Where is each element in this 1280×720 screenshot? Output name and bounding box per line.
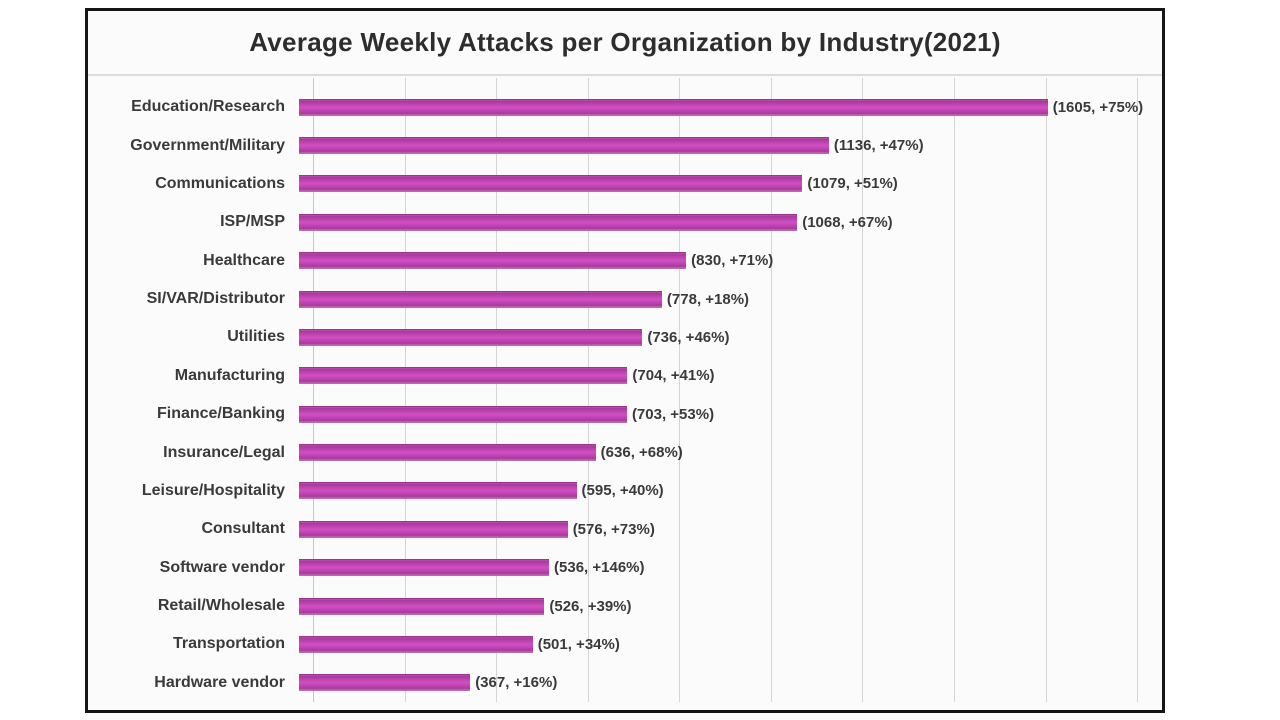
y-axis-line xyxy=(313,78,314,702)
bar-track: (1136, +47%) xyxy=(299,126,1162,164)
bar xyxy=(299,674,471,692)
bar-track: (526, +39%) xyxy=(299,587,1162,625)
bar-track: (703, +53%) xyxy=(299,395,1162,433)
bar xyxy=(299,367,628,385)
bar xyxy=(299,252,687,270)
bar-row: Hardware vendor (367, +16%) xyxy=(88,664,1162,702)
bar xyxy=(299,597,545,615)
bar xyxy=(299,213,798,231)
value-label: (576, +73%) xyxy=(572,520,655,538)
bar-row: Finance/Banking (703, +53%) xyxy=(88,395,1162,433)
bar-row: Transportation (501, +34%) xyxy=(88,625,1162,663)
bar-track: (367, +16%) xyxy=(299,664,1162,702)
bar-row: Education/Research (1605, +75%) xyxy=(88,88,1162,126)
bar-track: (778, +18%) xyxy=(299,280,1162,318)
bar-row: Utilities (736, +46%) xyxy=(88,318,1162,356)
value-label: (704, +41%) xyxy=(632,367,715,385)
bar-row: Software vendor (536, +146%) xyxy=(88,549,1162,587)
bar xyxy=(299,635,533,653)
gridline xyxy=(953,78,955,702)
value-label: (367, +16%) xyxy=(475,674,558,692)
category-label: Insurance/Legal xyxy=(163,443,285,461)
chart-container: Average Weekly Attacks per Organization … xyxy=(85,8,1165,713)
bar xyxy=(299,559,550,577)
value-label: (1136, +47%) xyxy=(833,137,924,155)
bar xyxy=(299,137,829,155)
bar-track: (501, +34%) xyxy=(299,625,1162,663)
bar-row: Retail/Wholesale (526, +39%) xyxy=(88,587,1162,625)
value-label: (703, +53%) xyxy=(631,405,715,423)
category-label: Education/Research xyxy=(131,98,285,116)
value-label: (526, +39%) xyxy=(549,597,632,615)
category-label: Utilities xyxy=(227,328,285,346)
bar-row: Manufacturing (704, +41%) xyxy=(88,357,1162,395)
bar-row: Government/Military (1136, +47%) xyxy=(88,126,1162,164)
bar xyxy=(299,290,662,308)
value-label: (595, +40%) xyxy=(581,482,664,500)
category-label: Consultant xyxy=(201,520,285,538)
chart-title: Average Weekly Attacks per Organization … xyxy=(249,27,1001,57)
value-label: (636, +68%) xyxy=(600,444,683,462)
bar-row: ISP/MSP (1068, +67%) xyxy=(88,203,1162,241)
bar-track: (595, +40%) xyxy=(299,472,1162,510)
gridline xyxy=(496,78,498,702)
bar-track: (576, +73%) xyxy=(299,510,1162,548)
value-label: (830, +71%) xyxy=(691,252,774,270)
bar-track: (1079, +51%) xyxy=(299,165,1162,203)
bar xyxy=(299,520,568,538)
category-label: Healthcare xyxy=(203,251,285,269)
bar-track: (1605, +75%) xyxy=(299,88,1162,126)
category-label: Government/Military xyxy=(130,136,285,154)
value-label: (736, +46%) xyxy=(647,328,730,346)
bar-row: Communications (1079, +51%) xyxy=(88,165,1162,203)
category-label: Communications xyxy=(155,174,285,192)
gridline xyxy=(1045,78,1047,702)
value-label: (1605, +75%) xyxy=(1052,98,1144,116)
bar xyxy=(299,98,1048,116)
gridline xyxy=(1137,78,1139,702)
category-label: Finance/Banking xyxy=(156,405,285,423)
bar-row: Leisure/Hospitality (595, +40%) xyxy=(88,472,1162,510)
bar-track: (736, +46%) xyxy=(299,318,1162,356)
category-label: SI/VAR/Distributor xyxy=(146,290,285,308)
gridline xyxy=(679,78,681,702)
bar xyxy=(299,175,803,193)
bar xyxy=(299,328,643,346)
value-label: (1079, +51%) xyxy=(807,175,898,193)
category-label: ISP/MSP xyxy=(220,213,285,231)
category-label: Hardware vendor xyxy=(154,673,285,691)
chart-title-bar: Average Weekly Attacks per Organization … xyxy=(88,11,1162,76)
bar-row: SI/VAR/Distributor (778, +18%) xyxy=(88,280,1162,318)
category-label: Transportation xyxy=(172,635,285,653)
bar-track: (636, +68%) xyxy=(299,433,1162,471)
gridline xyxy=(862,78,864,702)
category-label: Retail/Wholesale xyxy=(157,597,285,615)
bar-track: (536, +146%) xyxy=(299,549,1162,587)
gridline xyxy=(404,78,406,702)
bar-rows-container: Education/Research (1605, +75%) Governme… xyxy=(88,88,1162,702)
bar-row: Insurance/Legal (636, +68%) xyxy=(88,433,1162,471)
category-label: Leisure/Hospitality xyxy=(141,481,285,499)
value-label: (501, +34%) xyxy=(537,635,620,653)
category-label: Manufacturing xyxy=(174,366,285,384)
bar-row: Consultant (576, +73%) xyxy=(88,510,1162,548)
value-label: (1068, +67%) xyxy=(802,213,893,231)
bar xyxy=(299,405,627,423)
value-label: (778, +18%) xyxy=(666,290,750,308)
gridlines-container xyxy=(313,78,1160,702)
plot-area: Education/Research (1605, +75%) Governme… xyxy=(88,78,1162,710)
bar-track: (830, +71%) xyxy=(299,242,1162,280)
bar xyxy=(299,482,577,500)
bar-track: (1068, +67%) xyxy=(299,203,1162,241)
gridline xyxy=(587,78,589,702)
gridline xyxy=(770,78,772,702)
category-label: Software vendor xyxy=(159,558,285,576)
bar-row: Healthcare (830, +71%) xyxy=(88,242,1162,280)
bar-track: (704, +41%) xyxy=(299,357,1162,395)
value-label: (536, +146%) xyxy=(554,559,645,577)
bar xyxy=(299,444,596,462)
